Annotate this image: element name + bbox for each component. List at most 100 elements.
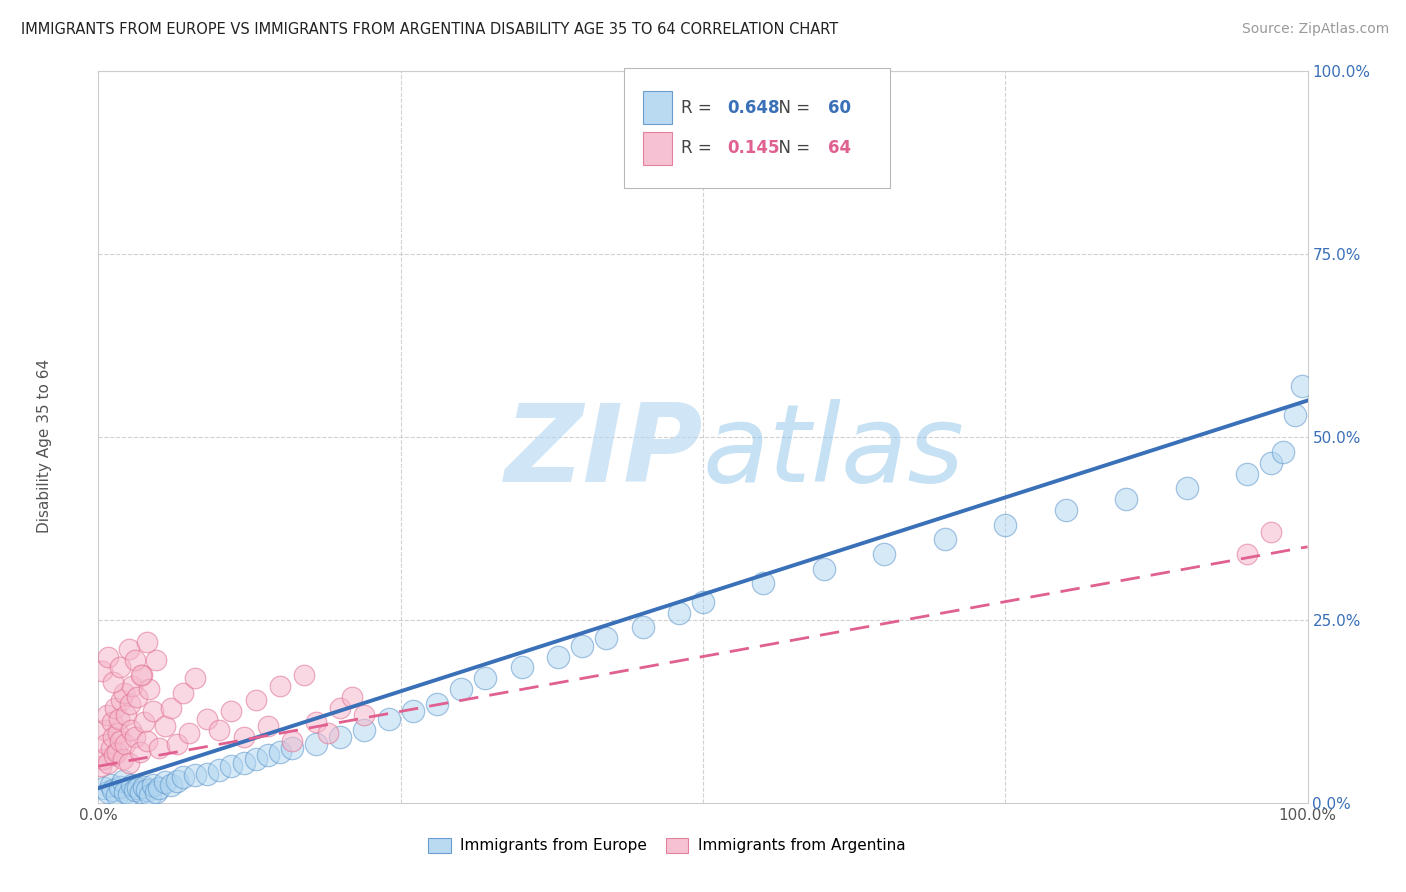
Point (97, 649, 120, 664)
Point (90, 759, 112, 773)
Point (208, 723, 231, 737)
Text: R =: R = (682, 139, 717, 157)
Text: N =: N = (768, 139, 815, 157)
Point (1284, 408, 1306, 422)
Point (121, 778, 143, 792)
Point (124, 782, 146, 797)
Point (269, 745, 291, 759)
Text: 64: 64 (828, 139, 851, 157)
Point (329, 700, 352, 714)
Text: ZIP: ZIP (505, 399, 703, 505)
Point (353, 723, 375, 737)
Point (127, 781, 149, 796)
Point (105, 745, 128, 759)
Point (131, 667, 153, 681)
Point (107, 726, 129, 740)
Point (134, 780, 156, 794)
Point (1260, 456, 1282, 470)
Point (316, 726, 339, 740)
FancyBboxPatch shape (643, 132, 672, 165)
Point (994, 517, 1017, 532)
Point (153, 775, 176, 789)
Point (97, 756, 120, 770)
Point (160, 778, 183, 792)
Point (1054, 503, 1077, 517)
Point (135, 733, 157, 747)
Point (142, 705, 165, 719)
Point (112, 686, 135, 700)
Point (426, 697, 449, 711)
Point (114, 737, 136, 751)
Point (129, 667, 152, 681)
Point (101, 675, 124, 690)
Text: IMMIGRANTS FROM EUROPE VS IMMIGRANTS FROM ARGENTINA DISABILITY AGE 35 TO 64 CORR: IMMIGRANTS FROM EUROPE VS IMMIGRANTS FRO… (21, 22, 838, 37)
Text: Source: ZipAtlas.com: Source: ZipAtlas.com (1241, 22, 1389, 37)
Point (184, 672, 207, 686)
Point (103, 748, 125, 763)
Point (135, 782, 157, 797)
Point (100, 740, 122, 755)
Point (96, 708, 118, 723)
Point (571, 639, 593, 653)
Point (118, 756, 141, 770)
Text: atlas: atlas (703, 400, 965, 504)
Point (108, 780, 131, 794)
Point (148, 781, 170, 796)
Point (245, 693, 267, 707)
Point (329, 730, 352, 744)
Point (172, 770, 194, 784)
Point (108, 660, 131, 674)
Point (1291, 379, 1313, 393)
Point (118, 642, 141, 657)
Point (179, 726, 201, 740)
Point (135, 635, 157, 649)
Point (121, 679, 143, 693)
Point (100, 778, 122, 792)
Point (1175, 481, 1198, 495)
Point (145, 785, 167, 799)
Point (1236, 467, 1258, 481)
Point (221, 759, 243, 773)
Point (101, 782, 124, 797)
Point (93, 723, 115, 737)
FancyBboxPatch shape (624, 68, 890, 188)
Point (101, 730, 124, 744)
Point (256, 748, 278, 763)
Point (692, 594, 714, 608)
Point (118, 697, 141, 711)
Point (377, 712, 399, 726)
Point (124, 730, 146, 744)
Point (97, 785, 120, 799)
Point (668, 606, 690, 620)
Point (1272, 444, 1295, 458)
Text: 60: 60 (828, 99, 851, 117)
Point (934, 533, 956, 547)
Point (138, 682, 160, 697)
Point (208, 763, 231, 777)
Point (256, 719, 278, 733)
Point (139, 789, 162, 803)
Point (118, 787, 141, 801)
Point (114, 785, 136, 799)
Point (873, 547, 896, 561)
Point (120, 723, 142, 737)
Point (232, 730, 254, 744)
Point (105, 789, 128, 803)
Text: N =: N = (768, 99, 815, 117)
Point (100, 715, 122, 730)
Point (184, 768, 207, 782)
Point (402, 705, 425, 719)
Point (91, 752, 114, 766)
Point (450, 682, 472, 697)
Text: 0.648: 0.648 (727, 99, 780, 117)
FancyBboxPatch shape (643, 92, 672, 124)
Point (91, 664, 114, 678)
Point (631, 620, 654, 634)
Point (129, 785, 152, 799)
Text: R =: R = (682, 99, 717, 117)
Point (172, 686, 194, 700)
Point (195, 712, 218, 726)
Point (232, 756, 254, 770)
Point (104, 700, 127, 714)
Point (1260, 525, 1282, 540)
